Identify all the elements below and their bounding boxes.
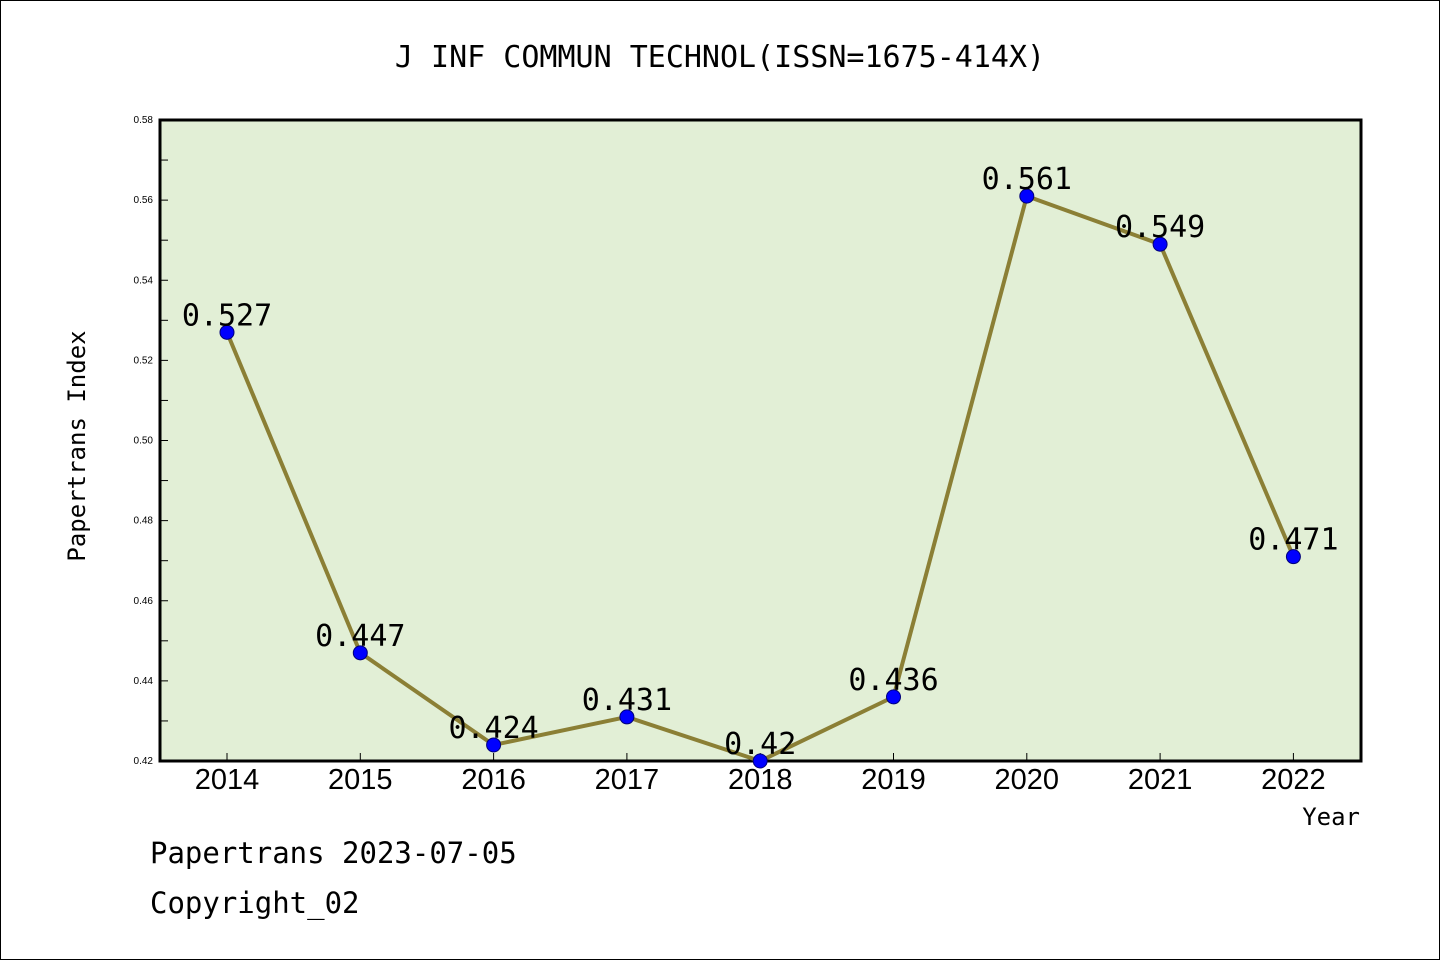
y-tick-label: 0.44 (134, 676, 154, 687)
data-point (486, 737, 502, 753)
y-tick-label: 0.58 (134, 115, 154, 126)
data-point (1019, 188, 1035, 204)
footer-copyright: Copyright_02 (150, 886, 360, 920)
data-label: 0.549 (1115, 210, 1205, 245)
data-label: 0.42 (724, 727, 796, 762)
data-point (1152, 236, 1168, 252)
data-label: 0.447 (315, 619, 405, 654)
data-point (619, 709, 635, 725)
y-tick-label: 0.48 (134, 516, 154, 527)
x-tick-label: 2019 (861, 764, 926, 796)
chart-title: J INF COMMUN TECHNOL(ISSN=1675-414X) (395, 40, 1045, 75)
x-tick-label: 2022 (1261, 764, 1326, 796)
y-tick-label: 0.56 (134, 195, 154, 206)
data-label: 0.471 (1248, 523, 1338, 558)
x-tick-label: 2017 (595, 764, 660, 796)
x-axis-label: Year (1302, 803, 1360, 831)
x-tick-label: 2020 (995, 764, 1060, 796)
x-axis: 2014 2015 2016 2017 2018 2019 2020 2021 2022 (195, 753, 1326, 796)
y-tick-label: 0.52 (134, 355, 154, 366)
data-label: 0.424 (448, 711, 538, 746)
y-tick-label: 0.50 (134, 436, 154, 447)
y-tick-label: 0.46 (134, 596, 154, 607)
x-tick-label: 2014 (195, 764, 260, 796)
y-axis-label: Papertrans Index (63, 330, 91, 561)
data-point (219, 324, 235, 340)
x-tick-label: 2015 (328, 764, 393, 796)
data-label: 0.431 (582, 683, 672, 718)
data-labels: 0.527 0.447 0.424 0.431 0.42 0.436 0.561 0.549 0… (182, 162, 1339, 762)
data-markers (219, 188, 1301, 769)
data-label: 0.561 (982, 162, 1072, 197)
data-label: 0.527 (182, 298, 272, 333)
data-label: 0.436 (848, 663, 938, 698)
y-tick-label: 0.54 (134, 275, 154, 286)
data-point (352, 645, 368, 661)
data-point (1285, 549, 1301, 565)
x-tick-label: 2021 (1128, 764, 1193, 796)
y-tick-label: 0.42 (134, 756, 154, 767)
x-tick-label: 2016 (461, 764, 526, 796)
data-point (886, 689, 901, 705)
x-tick-label: 2018 (728, 764, 793, 796)
data-point (752, 753, 768, 769)
footer-date: Papertrans 2023-07-05 (150, 836, 517, 870)
y-axis: 0.42 0.44 0.46 0.48 0.50 0.52 0.54 0.56 0.58 (134, 115, 168, 767)
